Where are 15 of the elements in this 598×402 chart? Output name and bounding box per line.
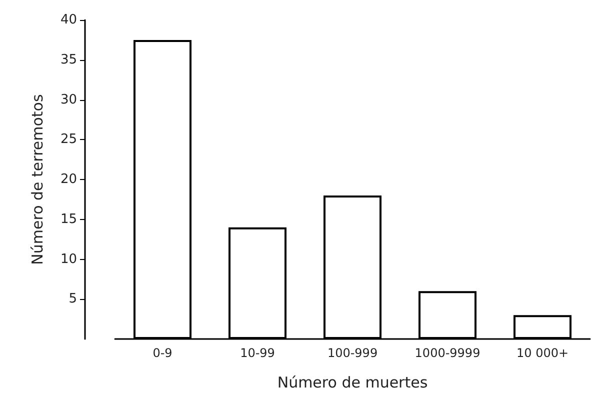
y-tick-label: 30 xyxy=(60,92,77,108)
y-tick-label: 40 xyxy=(60,12,77,28)
x-tick-label: 100-999 xyxy=(327,346,378,360)
y-axis-title: Número de terremotos xyxy=(28,94,46,265)
y-tick-label: 10 xyxy=(60,252,77,267)
x-axis-title: Número de muertes xyxy=(277,374,428,392)
x-tick-label: 10-99 xyxy=(240,346,275,360)
x-tick-label: 1000-9999 xyxy=(414,346,480,360)
y-tick-label: 20 xyxy=(60,172,77,187)
x-tick-label: 0-9 xyxy=(152,346,172,360)
x-tick-label: 10 000+ xyxy=(516,346,569,360)
y-tick-label: 25 xyxy=(60,132,77,148)
y-tick-label: 15 xyxy=(60,212,77,227)
y-tick-label: 35 xyxy=(60,52,77,68)
y-tick-label: 5 xyxy=(68,292,77,307)
